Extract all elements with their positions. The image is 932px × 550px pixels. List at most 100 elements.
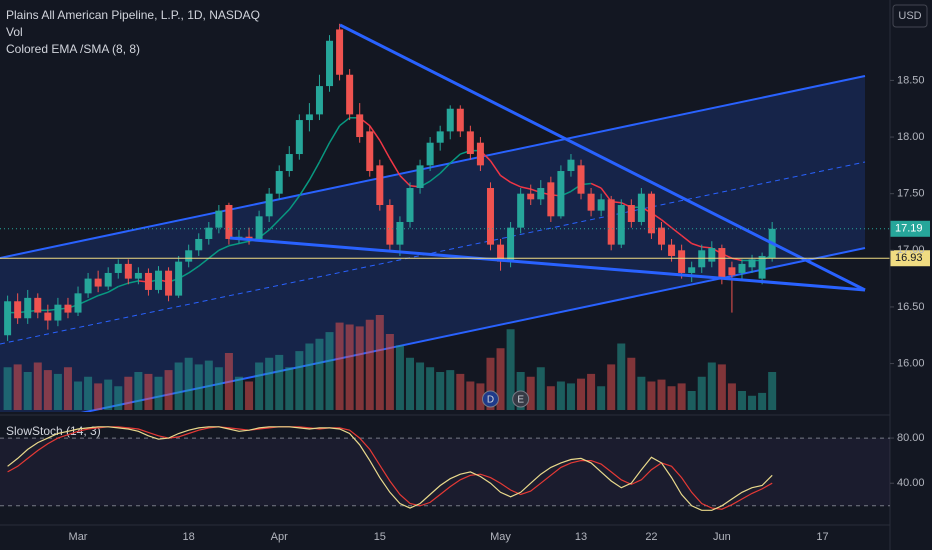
x-tick-label: Jun — [713, 531, 731, 543]
volume-bar — [23, 372, 32, 410]
ema-segment — [298, 179, 311, 197]
x-tick-label: Apr — [271, 531, 288, 543]
candle-body — [4, 301, 12, 336]
candle-body — [205, 227, 213, 239]
candle-body — [305, 114, 313, 121]
candle-body — [356, 114, 364, 138]
ema-segment — [268, 219, 280, 231]
volume-bar — [476, 383, 485, 410]
volume-bar — [617, 343, 626, 410]
candle-body — [668, 244, 676, 256]
volume-bar — [285, 367, 294, 410]
volume-bar — [245, 381, 254, 410]
stoch-tick-label: 80.00 — [897, 432, 925, 444]
candle-body — [607, 199, 615, 245]
candle-body — [406, 188, 414, 222]
ema-segment — [520, 186, 531, 190]
candle-body — [255, 216, 263, 239]
volume-bar — [627, 357, 636, 410]
ema-segment — [228, 242, 240, 247]
candle-body — [346, 74, 354, 115]
volume-bar — [546, 386, 555, 410]
candle-body — [225, 205, 233, 239]
candle-body — [476, 142, 484, 166]
candle-body — [185, 250, 193, 262]
candle-body — [34, 297, 42, 313]
indicator-legend: Colored EMA /SMA (8, 8) — [6, 42, 140, 56]
stoch-legend: SlowStoch (14, 3) — [6, 424, 101, 438]
ema-segment — [389, 158, 401, 176]
ema-segment — [278, 209, 290, 221]
candle-body — [366, 131, 374, 172]
ema-segment — [288, 195, 300, 210]
candle-body — [718, 248, 726, 279]
volume-bar — [607, 364, 616, 410]
volume-bar — [526, 376, 535, 410]
volume-bar — [74, 381, 83, 410]
volume-bar — [707, 362, 716, 410]
volume-layer — [3, 315, 777, 410]
ema-segment — [107, 285, 119, 293]
candle-body — [577, 165, 585, 194]
event-label: E — [517, 395, 524, 406]
overlay-layer: 16.93 17.19 D E — [0, 220, 930, 408]
candle-body — [275, 171, 283, 194]
volume-bar — [768, 372, 777, 410]
candle-body — [748, 259, 756, 268]
candle-body — [24, 297, 32, 319]
volume-bar — [577, 378, 586, 410]
volume-bar — [727, 383, 736, 410]
candle-body — [124, 263, 132, 279]
ema-segment — [379, 140, 391, 159]
event-label: D — [487, 395, 494, 406]
volume-bar — [446, 370, 455, 410]
x-tick-label: 17 — [816, 531, 828, 543]
candle-body — [486, 188, 494, 245]
volume-bar — [315, 338, 324, 410]
volume-bar — [275, 354, 284, 410]
volume-bar — [637, 376, 646, 410]
ema-segment — [510, 181, 521, 188]
candle-body — [64, 304, 72, 313]
ema-segment — [339, 117, 351, 127]
ema-segment — [439, 162, 451, 174]
ema-segment — [198, 257, 210, 267]
volume-bar — [385, 334, 394, 410]
volume-bar — [335, 322, 344, 410]
currency-box[interactable] — [892, 4, 928, 28]
last-price-label: 17.19 — [895, 223, 923, 235]
ema-segment — [449, 153, 461, 164]
candle-body — [446, 108, 454, 132]
ema-segment — [671, 227, 683, 237]
volume-bar — [53, 373, 62, 410]
candle-body — [195, 238, 203, 251]
volume-bar — [124, 376, 133, 410]
volume-bar — [104, 379, 113, 410]
candle-body — [416, 165, 424, 189]
volume-bar — [416, 362, 425, 410]
volume-bar — [395, 345, 404, 410]
volume-bar — [657, 379, 666, 410]
volume-bar — [214, 367, 223, 410]
volume-bar — [164, 370, 173, 410]
x-tick-label: 18 — [183, 531, 195, 543]
candle-body — [44, 312, 52, 321]
volume-bar — [667, 386, 676, 410]
ema-segment — [118, 282, 129, 288]
volume-bar — [94, 383, 103, 410]
wedge-upper — [339, 23, 866, 292]
candle-body — [315, 86, 323, 115]
volume-bar — [737, 391, 746, 410]
candle-body — [396, 221, 404, 245]
candle-body — [14, 301, 22, 319]
candle-body — [426, 142, 434, 166]
candle-body — [738, 263, 746, 273]
event-marker — [512, 390, 530, 408]
currency: USD — [898, 10, 921, 22]
ema-segment — [218, 245, 230, 251]
volume-bar — [355, 326, 364, 410]
ema-segment — [691, 242, 702, 248]
candle-body — [134, 272, 142, 279]
candle-body — [658, 227, 665, 245]
candle-body — [144, 272, 152, 290]
